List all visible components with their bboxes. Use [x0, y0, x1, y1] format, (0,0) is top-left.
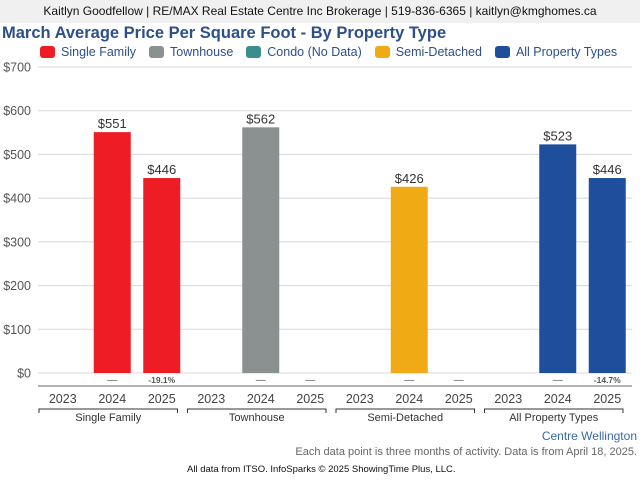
x-tick-label: 2025: [445, 392, 473, 406]
x-tick-label: 2025: [148, 392, 176, 406]
bar: [143, 178, 181, 373]
group-bracket: [38, 408, 178, 413]
bar-value-label: $426: [395, 171, 424, 186]
x-tick-label: 2023: [49, 392, 77, 406]
x-tick-label: 2023: [197, 392, 225, 406]
legend-item[interactable]: Condo (No Data): [246, 45, 362, 59]
legend-label: Condo (No Data): [267, 45, 362, 59]
bar-value-label: $446: [593, 162, 622, 177]
y-tick-label: $400: [3, 192, 31, 206]
group-label: All Property Types: [509, 412, 599, 424]
legend-label: All Property Types: [515, 45, 618, 59]
bar: [588, 178, 626, 373]
legend-label: Townhouse: [170, 45, 234, 59]
group-bracket: [187, 408, 327, 413]
bar-value-label: $551: [98, 116, 127, 131]
change-label: —: [305, 375, 315, 386]
legend-item[interactable]: Townhouse: [149, 45, 233, 59]
x-tick-label: 2024: [247, 392, 275, 406]
legend-swatch: [494, 46, 510, 58]
bar: [93, 132, 131, 373]
chart-title: March Average Price Per Square Foot - By…: [2, 24, 447, 42]
group-bracket: [335, 408, 475, 413]
legend-swatch: [374, 46, 390, 58]
y-tick-label: $200: [3, 279, 31, 293]
y-tick-label: $500: [3, 148, 31, 162]
legend-swatch: [40, 46, 55, 58]
chart-plot: $0 $100 $200 $300 $400 $500 $600 $700 2023 $551 — 2…: [3, 61, 632, 424]
x-tick-label: 2024: [98, 392, 126, 406]
bar-value-label: $562: [246, 111, 275, 126]
data-credit: All data from ITSO. InfoSparks © 2025 Sh…: [187, 464, 456, 475]
group-label: Semi-Detached: [367, 412, 443, 424]
y-tick-label: $300: [3, 235, 31, 249]
y-tick-label: $600: [3, 104, 31, 118]
legend-swatch: [149, 46, 165, 58]
group-label: Townhouse: [229, 412, 285, 424]
x-tick-label: 2023: [346, 392, 374, 406]
x-tick-label: 2023: [494, 392, 522, 406]
region-label: Centre Wellington: [541, 429, 637, 443]
change-label: —: [404, 375, 414, 386]
legend-swatch: [246, 46, 262, 58]
bar-value-label: $523: [543, 128, 572, 143]
legend-item[interactable]: Single Family: [40, 45, 136, 59]
legend-item[interactable]: All Property Types: [494, 45, 618, 59]
x-tick-label: 2024: [395, 392, 423, 406]
change-label: —: [553, 375, 563, 386]
data-note: Each data point is three months of activ…: [295, 446, 637, 458]
change-label: —: [256, 375, 266, 386]
group-label: Single Family: [75, 412, 142, 424]
bar: [390, 186, 428, 373]
legend-label: Single Family: [61, 45, 137, 59]
y-tick-label: $100: [3, 323, 31, 337]
change-label: —: [454, 375, 464, 386]
legend-item[interactable]: Semi-Detached: [374, 45, 482, 59]
x-tick-label: 2024: [544, 392, 572, 406]
bar: [539, 144, 577, 373]
legend-label: Semi-Detached: [395, 45, 482, 59]
change-label: -19.1%: [148, 375, 175, 385]
group-bracket: [484, 408, 624, 413]
x-tick-label: 2025: [593, 392, 621, 406]
legend: Single Family Townhouse Condo (No Data) Sem…: [40, 45, 630, 59]
y-tick-label: $0: [17, 367, 31, 381]
contact-bar: Kaitlyn Goodfellow | RE/MAX Real Estate …: [0, 0, 640, 23]
bar: [242, 127, 280, 373]
change-label: -14.7%: [594, 375, 621, 385]
y-tick-label: $700: [3, 61, 31, 75]
change-label: —: [107, 375, 117, 386]
bar-value-label: $446: [147, 162, 176, 177]
x-tick-label: 2025: [296, 392, 324, 406]
